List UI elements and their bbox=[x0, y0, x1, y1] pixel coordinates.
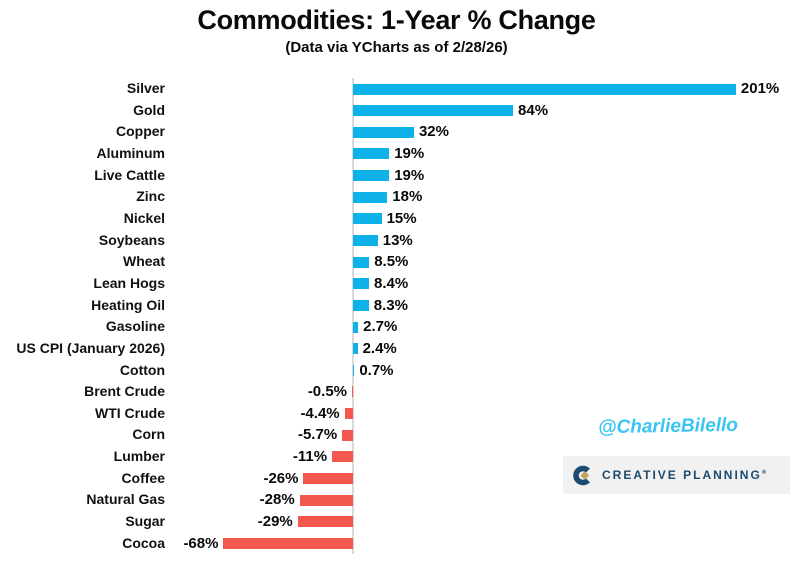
bar-negative bbox=[299, 494, 353, 506]
category-label: Live Cattle bbox=[94, 166, 165, 183]
value-label: 8.4% bbox=[374, 274, 409, 292]
category-label: Coffee bbox=[121, 469, 165, 486]
category-label: Lumber bbox=[113, 448, 165, 465]
value-label: 84% bbox=[518, 101, 549, 119]
category-label: Natural Gas bbox=[86, 491, 165, 508]
bar-positive bbox=[353, 234, 378, 246]
category-label: Wheat bbox=[123, 253, 165, 270]
bar-negative bbox=[342, 429, 353, 441]
bar-positive bbox=[353, 256, 370, 268]
category-label: Zinc bbox=[136, 188, 165, 205]
bar-negative bbox=[332, 451, 353, 463]
category-label: Aluminum bbox=[96, 145, 165, 162]
value-label: 2.4% bbox=[362, 339, 397, 357]
value-label: 2.7% bbox=[363, 318, 398, 336]
value-label: 19% bbox=[394, 166, 425, 184]
category-label: Sugar bbox=[125, 512, 165, 529]
bar-positive bbox=[353, 299, 369, 311]
category-label: US CPI (January 2026) bbox=[16, 339, 165, 356]
value-label: 18% bbox=[392, 188, 423, 206]
bar-negative bbox=[297, 516, 353, 528]
value-label: -4.4% bbox=[300, 404, 340, 422]
category-label: Cotton bbox=[119, 361, 165, 378]
value-label: -28% bbox=[259, 491, 295, 509]
value-label: 13% bbox=[382, 231, 413, 249]
bar-positive bbox=[353, 126, 414, 138]
value-label: -26% bbox=[263, 469, 299, 487]
chart-title: Commodities: 1-Year % Change bbox=[197, 5, 596, 35]
value-label: 32% bbox=[418, 123, 449, 141]
bar-negative bbox=[352, 386, 353, 398]
bar-positive bbox=[353, 343, 358, 355]
value-label: -11% bbox=[292, 448, 328, 466]
category-label: Silver bbox=[126, 80, 165, 97]
bar-positive bbox=[353, 148, 390, 160]
bar-negative bbox=[303, 473, 353, 485]
value-label: 0.7% bbox=[359, 361, 394, 379]
trademark-symbol: ® bbox=[761, 470, 769, 476]
creative-planning-c-icon bbox=[572, 464, 594, 487]
value-label: -29% bbox=[257, 512, 293, 530]
value-label: 19% bbox=[394, 145, 425, 163]
bar-positive bbox=[353, 321, 359, 333]
bar-positive bbox=[353, 170, 390, 182]
category-label: Corn bbox=[132, 426, 165, 443]
creative-planning-wordmark: CREATIVE PLANNING® bbox=[602, 468, 769, 482]
value-label: -5.7% bbox=[297, 426, 338, 444]
creative-planning-logo: CREATIVE PLANNING® bbox=[563, 456, 790, 494]
value-label: -68% bbox=[183, 534, 219, 552]
category-label: Soybeans bbox=[98, 231, 165, 248]
value-label: 201% bbox=[740, 80, 780, 98]
bar-positive bbox=[353, 191, 388, 203]
bar-positive bbox=[353, 278, 369, 290]
value-label: -0.5% bbox=[307, 383, 347, 401]
category-label: Cocoa bbox=[122, 534, 165, 551]
value-label: 15% bbox=[386, 210, 417, 228]
bar-negative bbox=[223, 537, 353, 549]
bar-positive bbox=[353, 105, 514, 117]
value-label: 8.5% bbox=[374, 253, 409, 271]
bar-positive bbox=[353, 83, 736, 95]
category-label: WTI Crude bbox=[95, 404, 165, 421]
bar-negative bbox=[344, 408, 353, 420]
category-label: Copper bbox=[116, 123, 165, 140]
category-label: Heating Oil bbox=[91, 296, 165, 313]
zero-axis-line bbox=[352, 78, 354, 554]
category-label: Gold bbox=[133, 101, 165, 118]
category-label: Brent Crude bbox=[84, 383, 165, 400]
chart-subtitle: (Data via YCharts as of 2/28/26) bbox=[285, 39, 508, 56]
bar-positive bbox=[353, 364, 355, 376]
category-label: Lean Hogs bbox=[93, 274, 165, 291]
bar-positive bbox=[353, 213, 382, 225]
category-label: Gasoline bbox=[105, 318, 165, 335]
value-label: 8.3% bbox=[373, 296, 408, 314]
twitter-handle-watermark: @CharlieBilello bbox=[597, 414, 739, 439]
category-label: Nickel bbox=[123, 210, 165, 227]
